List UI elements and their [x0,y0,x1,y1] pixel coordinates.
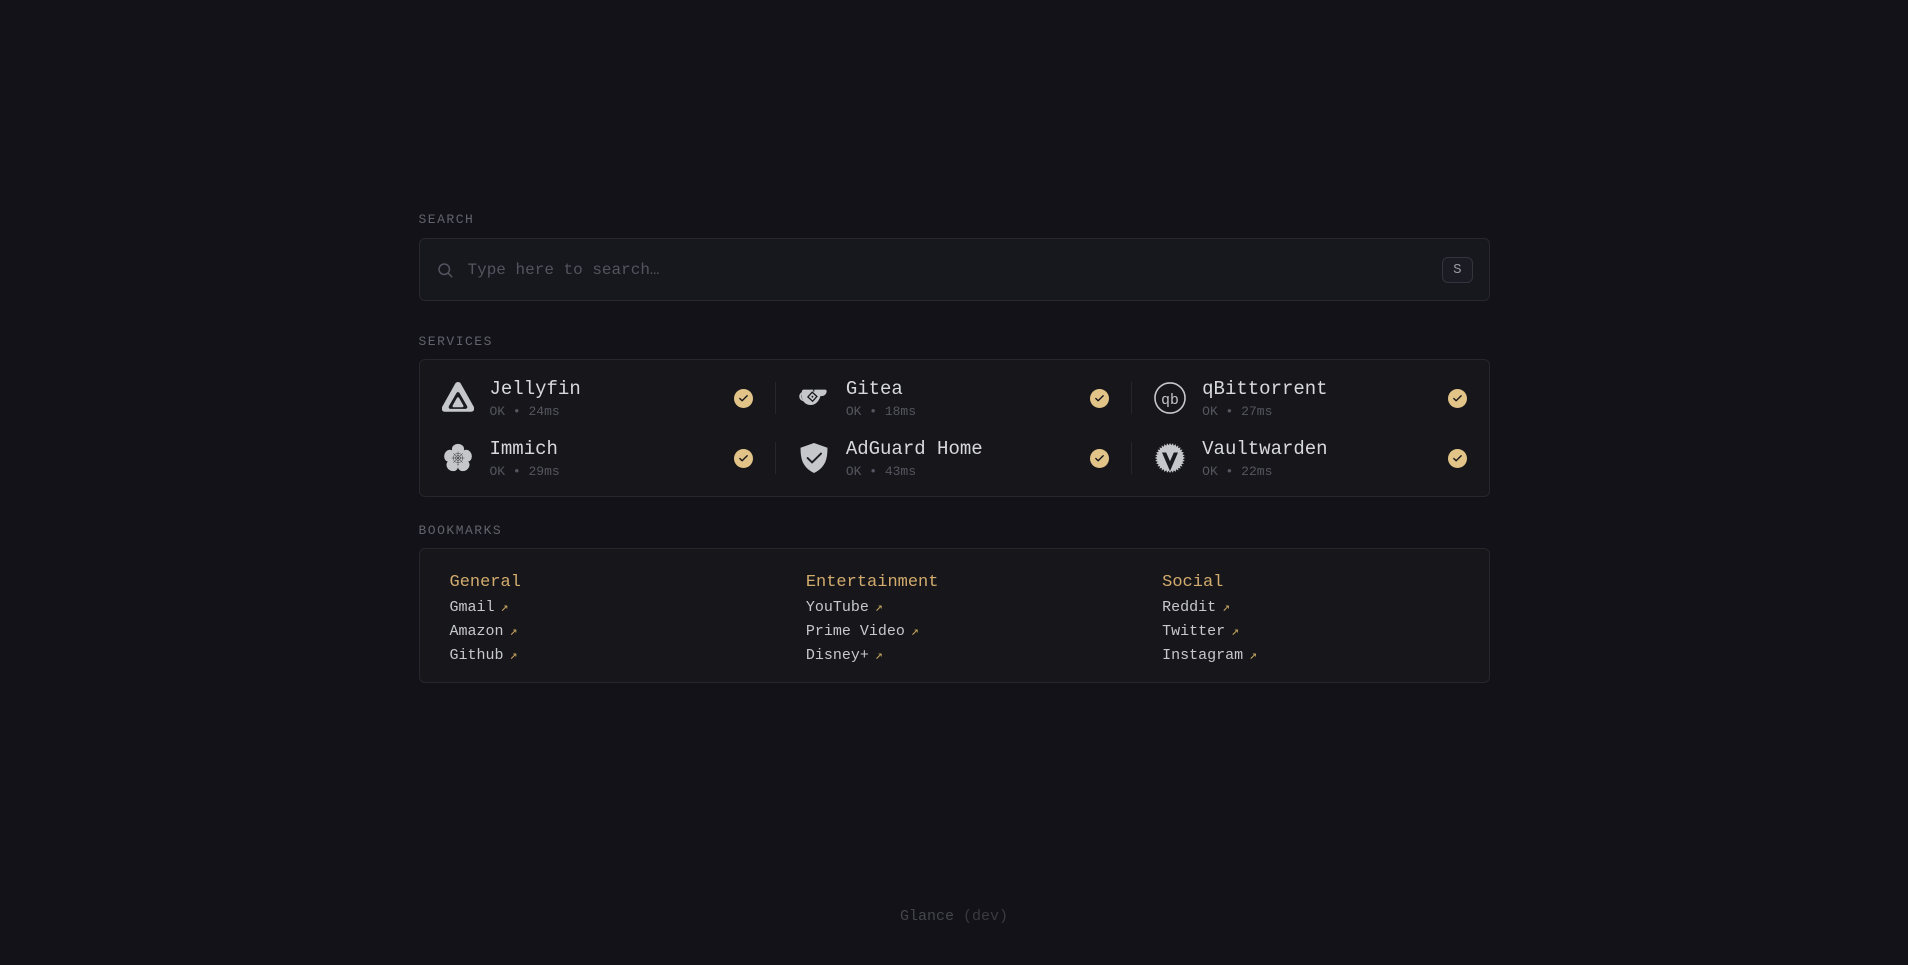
svg-text:qb: qb [1161,393,1179,409]
